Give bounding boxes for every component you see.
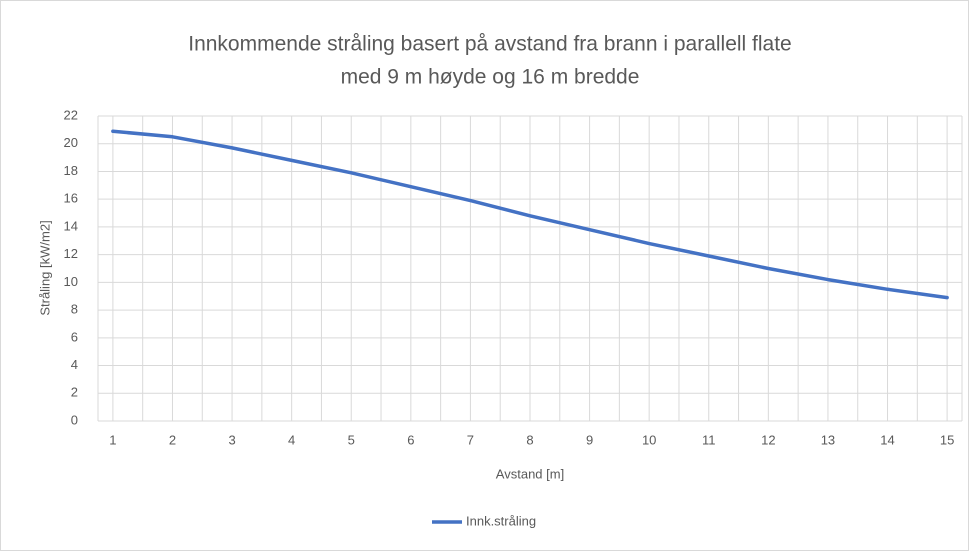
y-tick-label: 10: [64, 274, 78, 289]
legend-label: Innk.stråling: [466, 513, 536, 528]
data-line: [111, 129, 949, 300]
y-tick-label: 8: [71, 302, 78, 317]
x-axis-label: Avstand [m]: [496, 466, 564, 481]
x-tick-label: 5: [348, 432, 355, 447]
x-tick-label: 7: [467, 432, 474, 447]
y-tick-label: 22: [64, 107, 78, 122]
x-tick-label: 14: [880, 432, 894, 447]
y-tick-label: 0: [71, 412, 78, 427]
x-tick-label: 9: [586, 432, 593, 447]
x-tick-label: 10: [642, 432, 656, 447]
x-tick-label: 15: [940, 432, 954, 447]
x-tick-label: 3: [228, 432, 235, 447]
chart-title: med 9 m høyde og 16 m bredde: [341, 66, 640, 89]
x-tick-label: 8: [526, 432, 533, 447]
x-tick-label: 4: [288, 432, 295, 447]
y-tick-label: 6: [71, 329, 78, 344]
chart-title: Innkommende stråling basert på avstand f…: [188, 33, 792, 56]
y-tick-label: 20: [64, 135, 78, 150]
x-tick-label: 1: [109, 432, 116, 447]
y-tick-label: 12: [64, 246, 78, 261]
y-tick-label: 2: [71, 385, 78, 400]
x-tick-label: 11: [702, 432, 716, 447]
y-axis-label: Stråling [kW/m2]: [37, 220, 52, 315]
y-tick-label: 4: [71, 357, 78, 372]
x-tick-label: 12: [761, 432, 775, 447]
x-tick-label: 6: [407, 432, 414, 447]
y-tick-label: 18: [64, 163, 78, 178]
x-tick-label: 2: [169, 432, 176, 447]
y-tick-label: 16: [64, 191, 78, 206]
x-tick-label: 13: [821, 432, 835, 447]
y-tick-label: 14: [64, 218, 78, 233]
